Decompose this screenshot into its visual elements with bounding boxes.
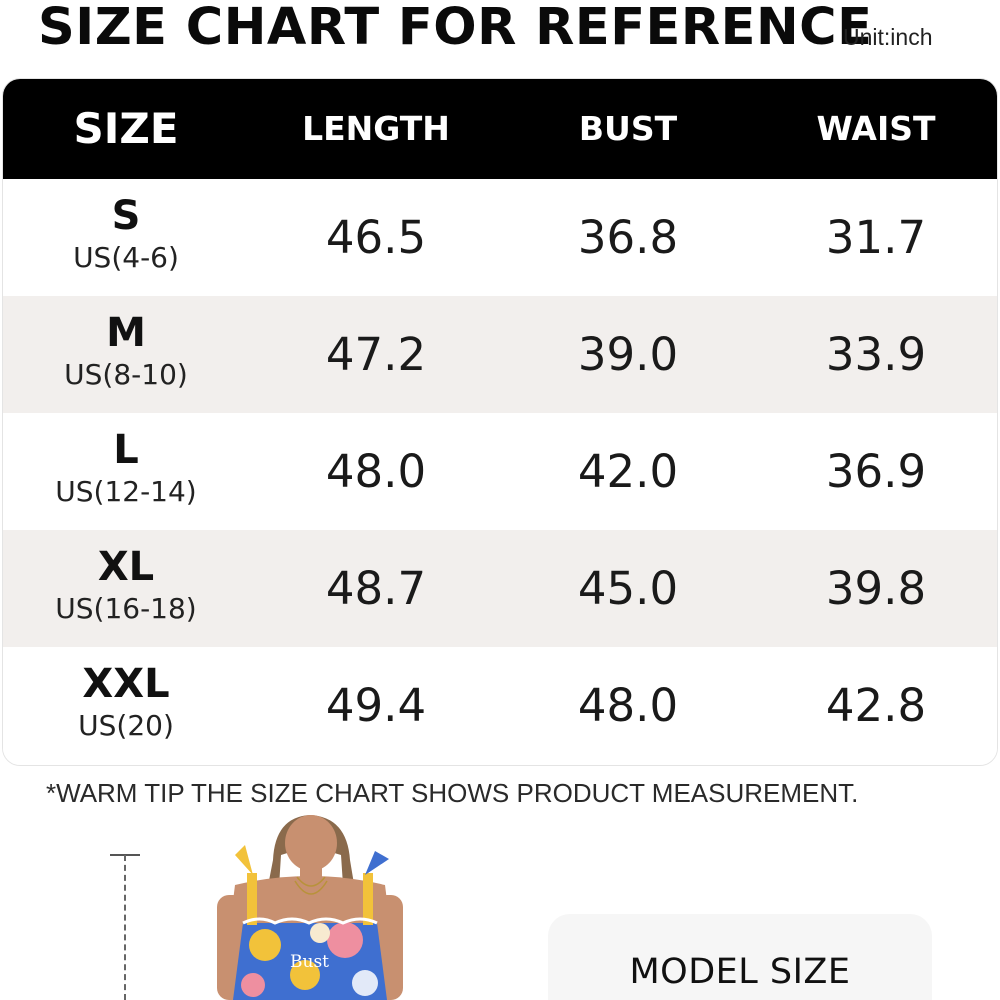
size-label: M: [106, 310, 146, 356]
us-size-label: US(16-18): [55, 592, 197, 625]
size-label: L: [113, 427, 139, 473]
size-chart-table: SIZE LENGTH BUST WAIST S US(4-6) 46.5 36…: [2, 78, 998, 766]
size-cell: XL US(16-18): [3, 530, 249, 647]
table-header: SIZE LENGTH BUST WAIST: [3, 79, 997, 179]
waist-value: 33.9: [825, 328, 927, 381]
us-size-label: US(20): [78, 709, 174, 742]
table-row: M US(8-10) 47.2 39.0 33.9: [3, 296, 997, 413]
bust-value: 48.0: [577, 679, 679, 732]
us-size-label: US(8-10): [64, 358, 188, 391]
size-cell: M US(8-10): [3, 296, 249, 413]
header-bust: BUST: [578, 109, 678, 148]
bust-value: 39.0: [577, 328, 679, 381]
warm-tip-note: *WARM TIP THE SIZE CHART SHOWS PRODUCT M…: [46, 778, 859, 808]
model-photo: Bust: [217, 815, 403, 1000]
unit-label: Unit:inch: [843, 24, 933, 50]
table-row: S US(4-6) 46.5 36.8 31.7: [3, 179, 997, 296]
us-size-label: US(4-6): [73, 241, 179, 274]
bust-value: 45.0: [577, 562, 679, 615]
waist-value: 31.7: [825, 211, 927, 264]
size-label: S: [111, 193, 141, 239]
bust-value: 42.0: [577, 445, 679, 498]
size-cell: XXL US(20): [3, 647, 249, 764]
waist-value: 42.8: [825, 679, 927, 732]
page-title: SIZE CHART FOR REFERENCE: [38, 0, 873, 57]
size-label: XXL: [82, 661, 170, 707]
waist-value: 36.9: [825, 445, 927, 498]
size-cell: S US(4-6): [3, 179, 249, 296]
table-row: XL US(16-18) 48.7 45.0 39.8: [3, 530, 997, 647]
length-value: 47.2: [325, 328, 427, 381]
length-value: 48.0: [325, 445, 427, 498]
table-row: XXL US(20) 49.4 48.0 42.8: [3, 647, 997, 764]
waist-value: 39.8: [825, 562, 927, 615]
us-size-label: US(12-14): [55, 475, 197, 508]
size-label: XL: [97, 544, 155, 590]
header-length: LENGTH: [302, 109, 450, 148]
length-value: 46.5: [325, 211, 427, 264]
length-value: 48.7: [325, 562, 427, 615]
length-measure-line: [124, 855, 126, 1000]
size-cell: L US(12-14): [3, 413, 249, 530]
header-waist: WAIST: [816, 109, 936, 148]
model-size-title: MODEL SIZE: [629, 952, 851, 992]
bust-value: 36.8: [577, 211, 679, 264]
table-row: L US(12-14) 48.0 42.0 36.9: [3, 413, 997, 530]
model-size-box: MODEL SIZE: [548, 914, 932, 1000]
header-size: SIZE: [73, 104, 179, 153]
length-value: 49.4: [325, 679, 427, 732]
bust-label: Bust: [290, 952, 329, 972]
